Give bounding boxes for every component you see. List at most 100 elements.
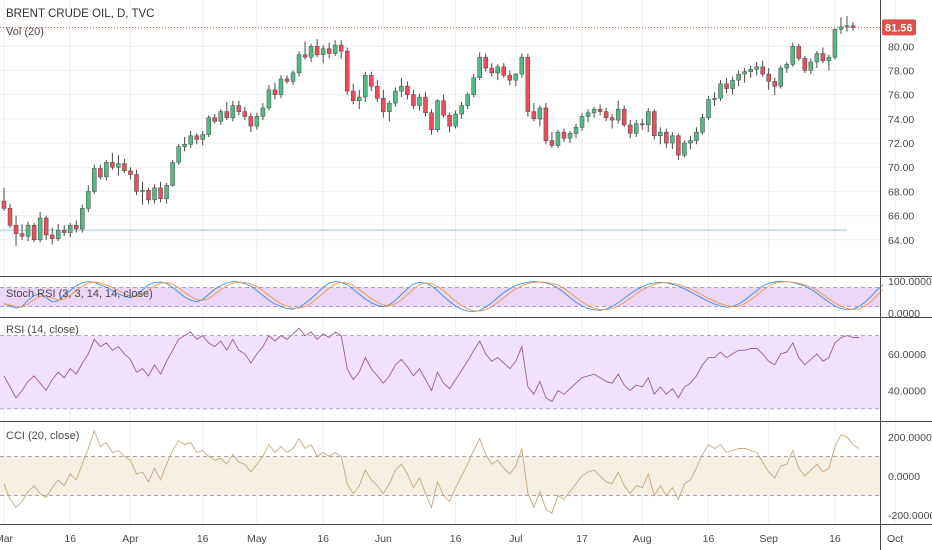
candle-body [266,89,272,109]
chart-title: BRENT CRUDE OIL, D, TVC [6,8,154,20]
candle-body [778,67,783,87]
candle-body [182,144,187,147]
candle-body [742,71,747,75]
stoch-rsi-tick-label: 100.0000 [888,276,932,288]
candle-body [74,225,79,230]
x-tick-label: Oct [887,533,903,545]
candle-body [694,131,699,141]
price-tick-label: 80.00 [888,41,914,53]
price-tick-label: 66.00 [888,211,914,223]
stoch-rsi-title: Stoch RSI (3, 3, 14, 14, close) [6,288,153,300]
x-tick-label: 16 [64,533,76,545]
x-tick-label: May [247,533,268,545]
candle-body [110,162,115,168]
candle-body [417,96,422,106]
candle-body [573,127,579,134]
candle-body [706,99,711,118]
candle-body [369,75,374,87]
candle-body [808,61,814,71]
candle-body [838,26,844,30]
candle-body [248,116,254,127]
candle-body [399,85,404,92]
price-tick-label: 70.00 [888,162,914,174]
candle-body [609,117,615,121]
candle-body [700,117,705,133]
rsi-tick-label: 60.0000 [888,349,926,361]
candle-body [308,46,314,58]
x-tick-label: Sep [759,533,778,545]
candle-body [31,225,37,241]
x-tick-label: 17 [576,533,588,545]
candle-body [194,135,199,140]
candle-body [350,90,356,101]
cci-title: CCI (20, close) [6,430,79,442]
candle-body [579,116,585,128]
candle-body [206,117,211,135]
candle-body [296,54,302,74]
stoch-rsi-line-1 [3,281,884,312]
candle-body [748,69,753,72]
candle-body [826,56,832,62]
candle-body [483,56,488,69]
candle-body [718,83,723,99]
candle-body [850,25,856,28]
candle-body [712,98,717,100]
indicator-bands [0,286,880,496]
candle-body [664,131,669,144]
cci-tick-label: -200.0000 [888,510,932,522]
candle-body [19,233,25,237]
price-tick-label: 74.00 [888,114,914,126]
candle-body [652,111,657,137]
candle-body [489,67,494,74]
candle-body [447,114,452,127]
candle-body [116,163,121,168]
volume-label: Vol (20) [6,26,44,38]
candle-body [796,46,802,59]
candle-body [555,131,561,146]
candle-body [1,200,7,209]
candle-body [453,113,458,127]
candle-body [302,54,308,58]
candle-body [363,75,368,98]
candle-body [152,187,157,201]
candle-body [627,124,633,134]
candle-body [176,146,181,163]
candle-body [670,135,675,144]
candle-body [676,135,681,156]
candle-body [736,73,741,81]
candle-body [254,116,260,127]
candle-body [332,44,338,54]
candle-body [357,96,362,101]
stoch-rsi-tick-label: 0.0000 [888,308,920,320]
cci-tick-label: 200.0000 [888,432,932,444]
candle-body [375,85,380,99]
candle-body [170,162,175,186]
candle-body [37,217,43,241]
candle-body [86,191,91,209]
candle-body [128,170,133,175]
candle-body [724,83,729,89]
candle-body [477,56,482,78]
candle-body [80,208,85,230]
x-tick-label: 16 [829,533,841,545]
candle-body [411,94,416,106]
cci-tick-label: 0.0000 [888,471,920,483]
candle-body [140,189,145,192]
candle-body [55,229,61,239]
rsi-title: RSI (14, close) [6,324,79,336]
candle-body [537,107,543,120]
candle-body [832,29,838,58]
candle-body [218,111,224,122]
candle-body [772,81,777,87]
candle-body [43,217,49,236]
candle-body [236,105,242,112]
candle-body [25,225,31,237]
candle-body [405,85,410,95]
candle-body [567,133,573,139]
candle-body [326,48,332,54]
x-tick-label: Jun [375,533,392,545]
stoch-rsi-band [0,287,880,307]
candle-body [621,108,627,126]
